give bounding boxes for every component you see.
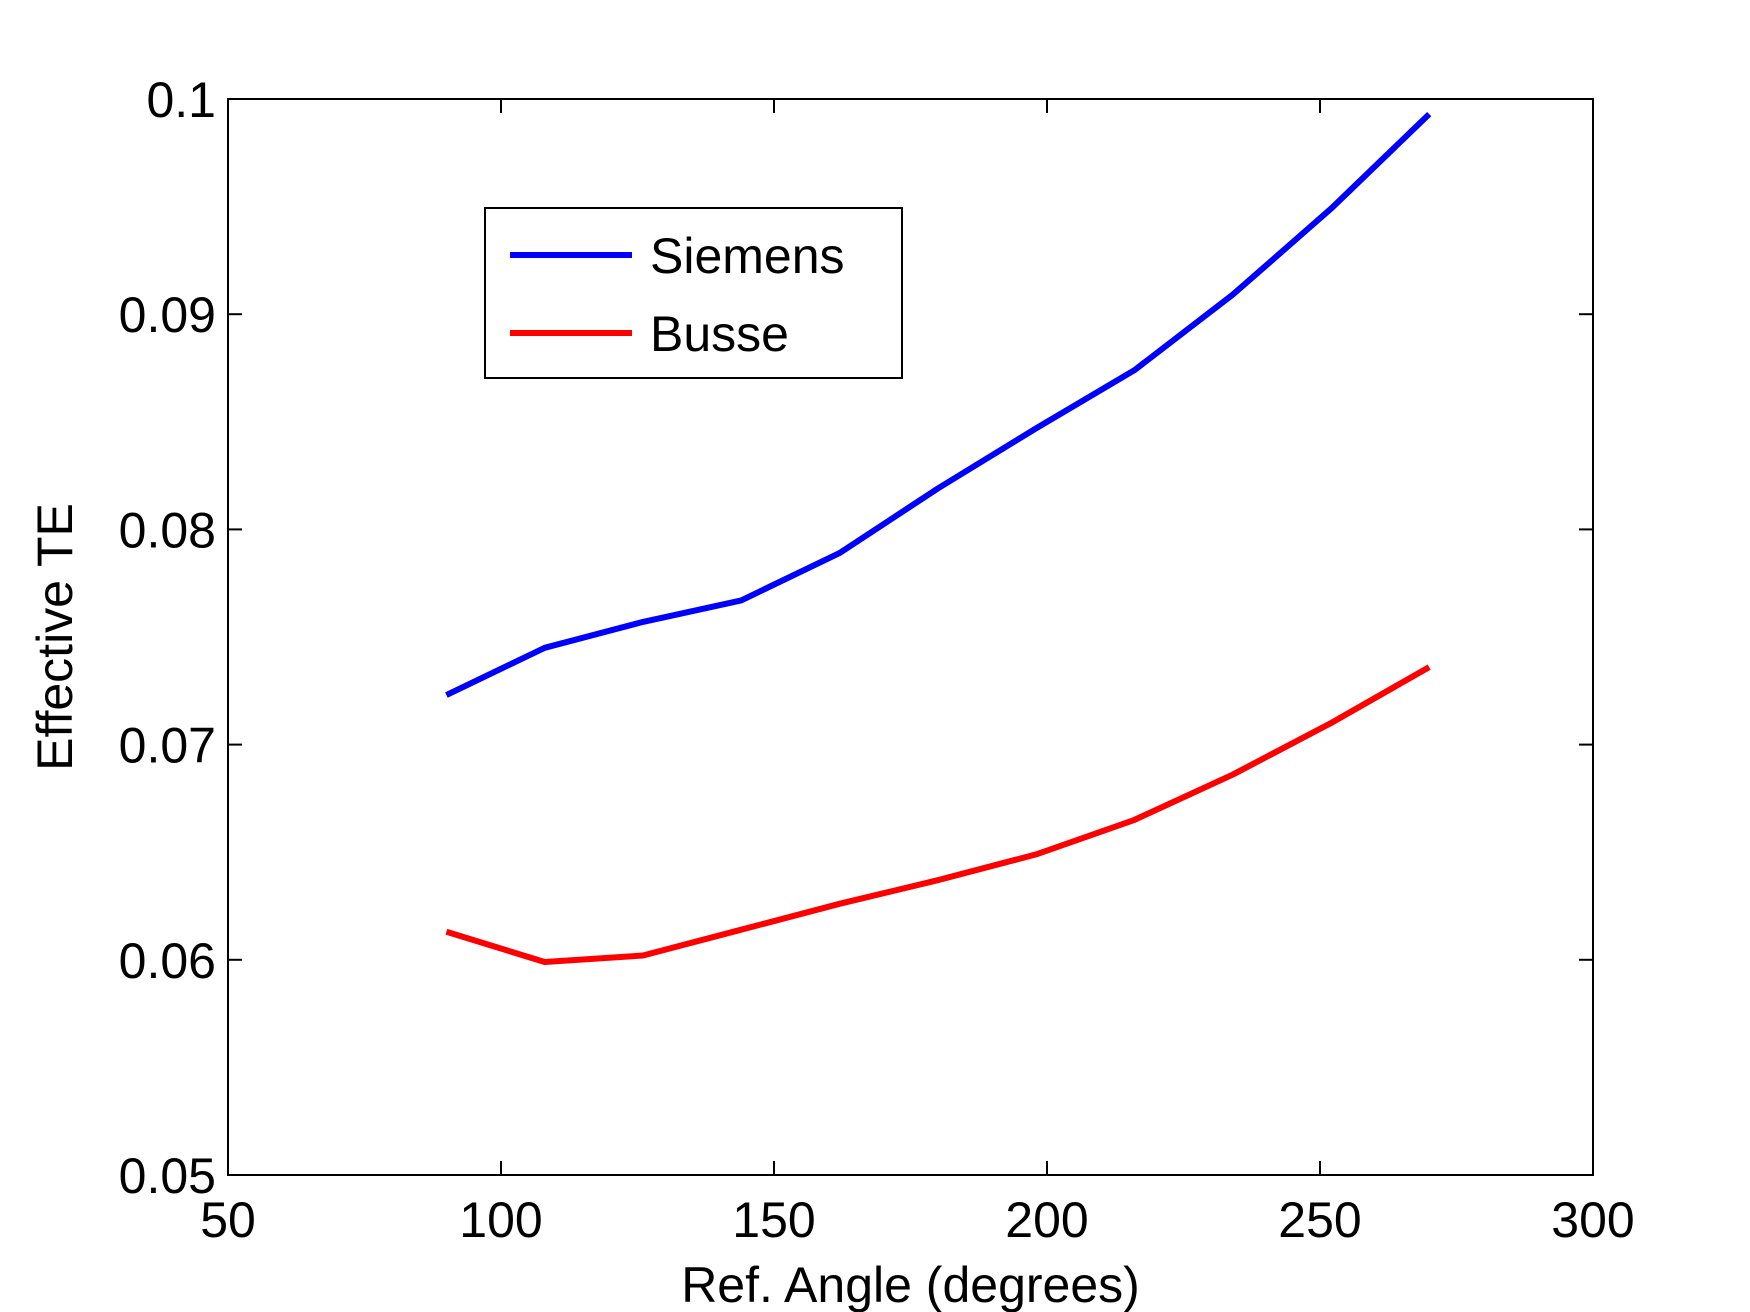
y-tick-label: 0.1 <box>146 72 216 128</box>
series-lines <box>445 111 1432 965</box>
y-tick-label: 0.08 <box>119 502 216 558</box>
x-tick-label: 250 <box>1278 1192 1361 1248</box>
legend-label-siemens: Siemens <box>650 228 845 284</box>
legend-label-busse: Busse <box>650 306 789 362</box>
axes-box <box>227 98 1594 1176</box>
y-tick-label: 0.06 <box>119 933 216 989</box>
series-line-siemens <box>445 111 1432 698</box>
axis-ticks <box>227 98 1594 1176</box>
y-tick-label: 0.09 <box>119 287 216 343</box>
y-tick-label: 0.05 <box>119 1148 216 1204</box>
y-axis-title: Effective TE <box>27 503 83 771</box>
x-tick-label: 300 <box>1551 1192 1634 1248</box>
series-line-busse <box>445 664 1431 965</box>
x-tick-label: 100 <box>459 1192 542 1248</box>
y-tick-labels: 0.05 0.06 0.07 0.08 0.09 0.1 <box>119 72 216 1204</box>
x-axis-title: Ref. Angle (degrees) <box>681 1257 1140 1312</box>
y-tick-label: 0.07 <box>119 718 216 774</box>
x-tick-label: 200 <box>1005 1192 1088 1248</box>
x-tick-label: 150 <box>732 1192 815 1248</box>
legend-box <box>484 207 903 379</box>
plot-area <box>227 98 1594 1176</box>
x-tick-label: 50 <box>200 1192 256 1248</box>
x-tick-labels: 50 100 150 200 250 300 <box>200 1192 1635 1248</box>
legend: Siemens Busse <box>484 207 903 379</box>
